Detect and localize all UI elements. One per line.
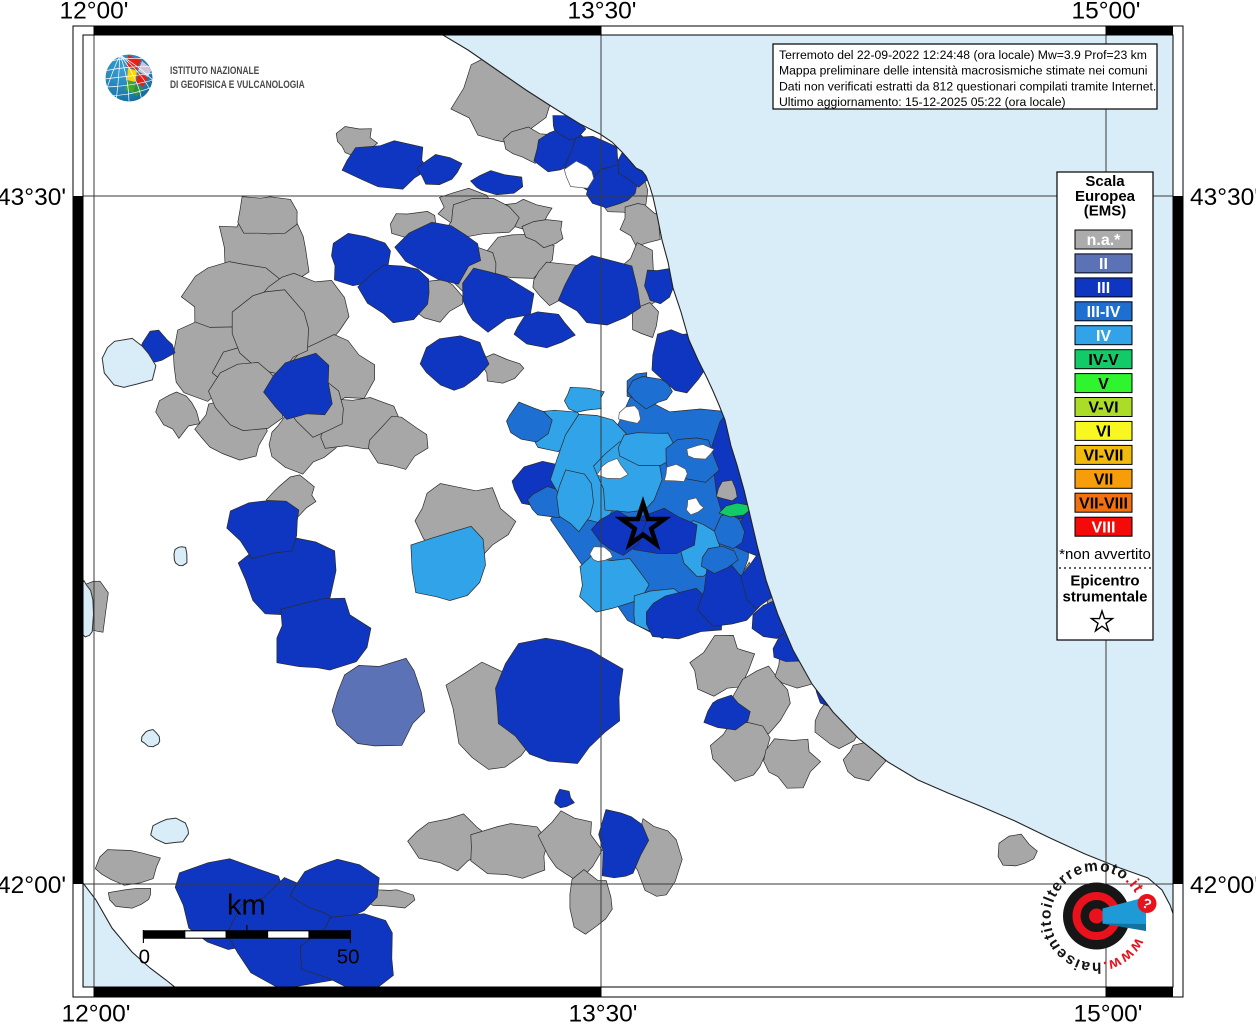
svg-text:50: 50 (337, 946, 360, 969)
svg-text:DI GEOFISICA E VULCANOLOGIA: DI GEOFISICA E VULCANOLOGIA (170, 79, 305, 92)
svg-text:III-IV: III-IV (1087, 304, 1121, 321)
svg-text:VII: VII (1094, 472, 1114, 489)
svg-text:Epicentro: Epicentro (1070, 573, 1139, 590)
svg-text:Ultimo aggiornamento: 15-12-20: Ultimo aggiornamento: 15-12-2025 05:22 (… (779, 95, 1066, 109)
svg-text:13°30': 13°30' (568, 0, 637, 25)
svg-text:*non avvertito: *non avvertito (1059, 546, 1151, 563)
svg-text:Mappa preliminare delle intens: Mappa preliminare delle intensità macros… (779, 64, 1148, 78)
svg-text:15°00': 15°00' (1072, 0, 1141, 25)
svg-text:(EMS): (EMS) (1084, 203, 1127, 220)
svg-text:VII-VIII: VII-VIII (1079, 495, 1128, 512)
svg-text:V: V (1098, 376, 1109, 393)
svg-text:VI-VII: VI-VII (1083, 448, 1123, 465)
svg-text:Dati non verificati estratti d: Dati non verificati estratti da 812 ques… (779, 79, 1156, 93)
svg-text:Scala: Scala (1085, 173, 1125, 190)
svg-text:VI: VI (1096, 424, 1111, 441)
svg-text:II: II (1099, 256, 1108, 273)
svg-text:V-VI: V-VI (1088, 400, 1118, 417)
svg-text:42°00': 42°00' (0, 872, 66, 899)
svg-text:Terremoto del 22-09-2022 12:24: Terremoto del 22-09-2022 12:24:48 (ora l… (779, 48, 1147, 62)
svg-text:43°30': 43°30' (1190, 184, 1256, 211)
svg-text:VIII: VIII (1091, 519, 1115, 536)
svg-text:n.a.*: n.a.* (1087, 232, 1122, 249)
svg-text:strumentale: strumentale (1062, 589, 1147, 606)
svg-text:42°00': 42°00' (1190, 872, 1256, 899)
svg-text:13°30': 13°30' (569, 1000, 638, 1024)
svg-text:15°00': 15°00' (1074, 1000, 1143, 1024)
svg-text:12°00': 12°00' (60, 0, 129, 25)
svg-text:km: km (227, 890, 266, 922)
svg-text:IV-V: IV-V (1088, 352, 1119, 369)
svg-text:ISTITUTO NAZIONALE: ISTITUTO NAZIONALE (170, 65, 259, 78)
svg-text:12°00': 12°00' (62, 1000, 131, 1024)
svg-text:III: III (1097, 280, 1110, 297)
svg-text:43°30': 43°30' (0, 184, 66, 211)
svg-text:Europea: Europea (1075, 188, 1136, 205)
svg-text:IV: IV (1096, 328, 1111, 345)
svg-text:0: 0 (139, 946, 150, 969)
